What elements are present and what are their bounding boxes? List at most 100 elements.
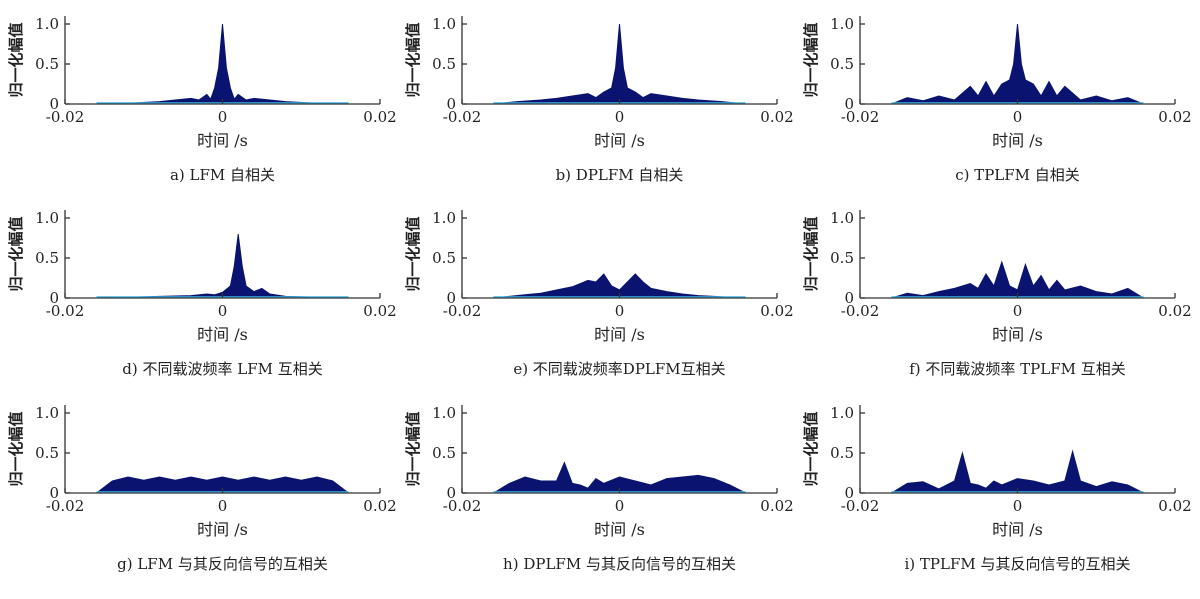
y-axis-label: 归一化幅值 xyxy=(802,216,820,291)
panel-caption: a) LFM 自相关 xyxy=(170,166,275,184)
y-tick-label: 1.0 xyxy=(35,209,59,227)
y-tick-label: 0.5 xyxy=(35,444,59,462)
x-axis-label: 时间 /s xyxy=(594,131,645,150)
y-tick-label: 0 xyxy=(844,95,854,113)
y-axis-label: 归一化幅值 xyxy=(404,22,422,97)
x-tick-label: -0.02 xyxy=(841,108,879,126)
x-tick-label: -0.02 xyxy=(46,497,84,515)
x-tick-label: -0.02 xyxy=(841,302,879,320)
x-tick-label: -0.02 xyxy=(443,108,481,126)
x-tick-label: -0.02 xyxy=(443,302,481,320)
panel-caption: i) TPLFM 与其反向信号的互相关 xyxy=(904,555,1130,573)
y-tick-label: 0.5 xyxy=(432,444,456,462)
y-tick-label: 1.0 xyxy=(830,209,854,227)
correlation-trace xyxy=(493,23,746,105)
y-axis-label: 归一化幅值 xyxy=(404,411,422,486)
x-tick-label: 0.02 xyxy=(1158,302,1191,320)
x-tick-label: 0.02 xyxy=(363,302,396,320)
x-tick-label: 0.02 xyxy=(1158,108,1191,126)
y-tick-label: 0 xyxy=(49,484,59,502)
x-tick-label: 0.02 xyxy=(760,302,793,320)
y-tick-label: 1.0 xyxy=(432,15,456,33)
panel-caption: h) DPLFM 与其反向信号的互相关 xyxy=(503,555,736,573)
y-tick-label: 0.5 xyxy=(830,249,854,267)
y-tick-label: 0.5 xyxy=(432,249,456,267)
x-tick-label: 0 xyxy=(218,108,228,126)
x-tick-label: 0.02 xyxy=(760,108,793,126)
y-tick-label: 0.5 xyxy=(830,444,854,462)
panel-caption: e) 不同载波频率DPLFM互相关 xyxy=(513,360,725,378)
x-axis-label: 时间 /s xyxy=(594,520,645,539)
y-axis-label: 归一化幅值 xyxy=(802,411,820,486)
x-tick-label: -0.02 xyxy=(841,497,879,515)
correlation-trace xyxy=(493,273,746,299)
x-tick-label: 0 xyxy=(1013,108,1023,126)
correlation-trace xyxy=(891,23,1144,105)
x-tick-label: 0.02 xyxy=(363,497,396,515)
y-tick-label: 1.0 xyxy=(432,404,456,422)
x-tick-label: 0 xyxy=(615,302,625,320)
x-axis-label: 时间 /s xyxy=(197,520,248,539)
y-tick-label: 0.5 xyxy=(830,55,854,73)
panel-caption: c) TPLFM 自相关 xyxy=(955,166,1080,184)
x-tick-label: 0.02 xyxy=(1158,497,1191,515)
x-tick-label: -0.02 xyxy=(443,497,481,515)
x-axis-label: 时间 /s xyxy=(197,131,248,150)
x-tick-label: -0.02 xyxy=(46,302,84,320)
y-tick-label: 0 xyxy=(49,289,59,307)
correlation-trace xyxy=(96,233,349,299)
panel-caption: f) 不同载波频率 TPLFM 互相关 xyxy=(909,360,1126,378)
y-axis-label: 归一化幅值 xyxy=(802,22,820,97)
y-tick-label: 0.5 xyxy=(35,249,59,267)
correlation-trace xyxy=(95,476,350,494)
y-tick-label: 1.0 xyxy=(830,404,854,422)
x-tick-label: 0 xyxy=(615,108,625,126)
x-axis-label: 时间 /s xyxy=(594,325,645,344)
y-tick-label: 1.0 xyxy=(35,15,59,33)
y-tick-label: 0 xyxy=(446,95,456,113)
x-tick-label: 0 xyxy=(218,302,228,320)
panel-caption: d) 不同载波频率 LFM 互相关 xyxy=(122,360,323,378)
panel-caption: g) LFM 与其反向信号的互相关 xyxy=(117,555,328,573)
y-axis-label: 归一化幅值 xyxy=(7,216,25,291)
y-tick-label: 0 xyxy=(49,95,59,113)
y-axis-label: 归一化幅值 xyxy=(404,216,422,291)
y-axis-label: 归一化幅值 xyxy=(7,411,25,486)
x-tick-label: 0.02 xyxy=(363,108,396,126)
correlation-trace xyxy=(891,260,1146,299)
y-tick-label: 0 xyxy=(446,484,456,502)
x-tick-label: 0 xyxy=(1013,497,1023,515)
y-tick-label: 1.0 xyxy=(35,404,59,422)
y-tick-label: 1.0 xyxy=(432,209,456,227)
x-tick-label: -0.02 xyxy=(46,108,84,126)
correlation-trace xyxy=(889,449,1144,494)
x-tick-label: 0 xyxy=(218,497,228,515)
y-tick-label: 1.0 xyxy=(830,15,854,33)
x-tick-label: 0 xyxy=(615,497,625,515)
x-tick-label: 0.02 xyxy=(760,497,793,515)
panel-caption: b) DPLFM 自相关 xyxy=(556,166,684,184)
x-axis-label: 时间 /s xyxy=(992,131,1043,150)
y-tick-label: 0.5 xyxy=(432,55,456,73)
y-axis-label: 归一化幅值 xyxy=(7,22,25,97)
x-axis-label: 时间 /s xyxy=(992,325,1043,344)
x-axis-label: 时间 /s xyxy=(992,520,1043,539)
y-tick-label: 0 xyxy=(844,484,854,502)
correlation-trace xyxy=(96,23,349,105)
correlation-trace xyxy=(491,461,746,494)
y-tick-label: 0 xyxy=(844,289,854,307)
y-tick-label: 0 xyxy=(446,289,456,307)
x-tick-label: 0 xyxy=(1013,302,1023,320)
x-axis-label: 时间 /s xyxy=(197,325,248,344)
y-tick-label: 0.5 xyxy=(35,55,59,73)
